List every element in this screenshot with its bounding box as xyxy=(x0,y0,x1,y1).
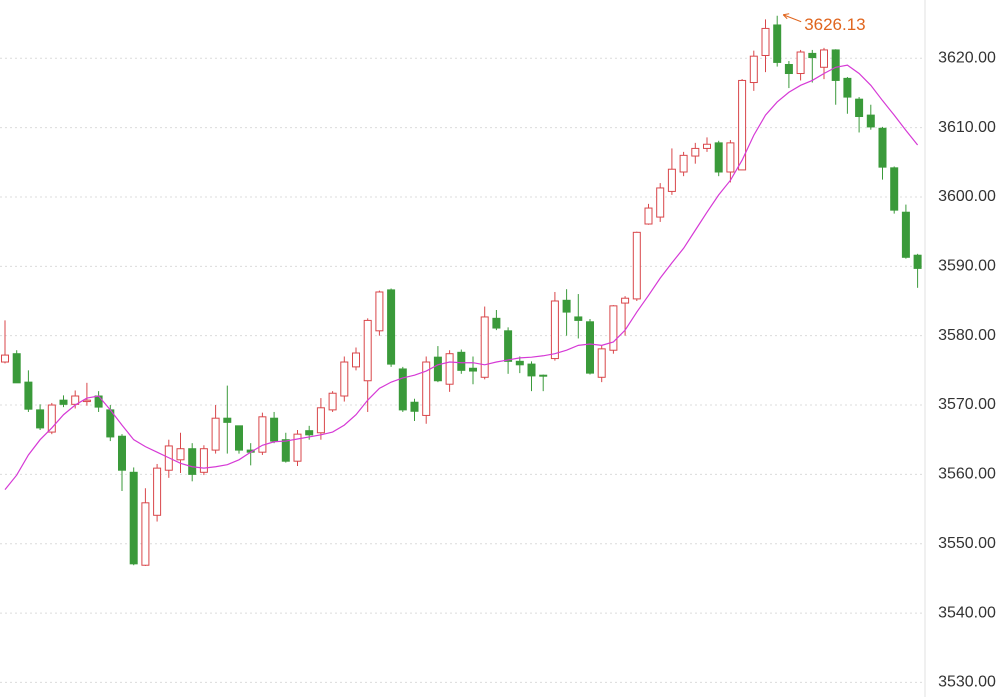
candle-body xyxy=(281,439,290,462)
candle-body xyxy=(211,417,220,451)
candle-body xyxy=(866,114,875,128)
candle-body xyxy=(188,448,197,475)
candle-body xyxy=(527,363,536,377)
candle-body xyxy=(703,143,711,149)
candle-body xyxy=(878,127,887,168)
y-tick-label: 3560.00 xyxy=(938,466,996,483)
candle-body xyxy=(270,417,279,442)
candle-body xyxy=(644,207,653,225)
candle-body xyxy=(153,467,162,516)
candle-body xyxy=(726,142,735,173)
candle-body xyxy=(890,167,899,211)
candle-body xyxy=(59,399,68,405)
candle-body xyxy=(913,254,922,269)
annotation: 3626.13 xyxy=(804,15,865,34)
candle-body xyxy=(597,348,606,378)
candle-body xyxy=(422,361,431,416)
candle-body xyxy=(843,77,852,98)
candle-body xyxy=(574,316,583,321)
candle-body xyxy=(129,471,138,565)
y-tick-label: 3550.00 xyxy=(938,535,996,552)
candle-body xyxy=(82,399,91,403)
candle-body xyxy=(773,24,782,63)
candle-body xyxy=(293,433,302,462)
candle-body xyxy=(714,142,723,173)
y-tick-label: 3600.00 xyxy=(938,188,996,205)
candle-body xyxy=(352,352,360,368)
candle-body xyxy=(1,354,9,363)
candle-body xyxy=(820,49,828,68)
candle-body xyxy=(749,55,758,84)
candle-body xyxy=(387,289,396,365)
y-tick-label: 3590.00 xyxy=(938,258,996,275)
candle-body xyxy=(679,154,688,173)
candle-body xyxy=(667,168,676,192)
candle-body xyxy=(562,299,571,313)
candle-body xyxy=(363,319,372,382)
candle-body xyxy=(855,98,864,118)
candle-body xyxy=(223,417,232,423)
candle-body xyxy=(328,392,337,411)
candle-body xyxy=(235,425,243,451)
candle-body xyxy=(784,63,793,75)
candle-body xyxy=(621,297,630,304)
candle-body xyxy=(375,291,384,332)
candle-body xyxy=(656,187,665,218)
candle-body xyxy=(901,211,910,258)
candle-body xyxy=(118,435,126,471)
candle-body xyxy=(515,360,524,366)
candle-body xyxy=(94,395,103,408)
candle-body xyxy=(808,52,817,59)
candle-body xyxy=(691,147,700,157)
candle-body xyxy=(761,27,770,56)
candle-body xyxy=(609,305,618,351)
annotation-arrow xyxy=(783,14,802,23)
candle-body xyxy=(469,367,477,372)
candle-body xyxy=(176,448,185,461)
candle-body xyxy=(36,409,45,429)
candle-body xyxy=(586,321,594,374)
moving-average xyxy=(4,64,919,491)
candle-body xyxy=(410,401,419,412)
candle-body xyxy=(480,316,489,378)
candle-body xyxy=(492,317,501,329)
candle-body xyxy=(738,79,747,171)
candle-body xyxy=(433,356,442,382)
candle-body xyxy=(340,361,349,397)
candle-body xyxy=(12,353,21,384)
candle-body xyxy=(47,404,56,433)
candle-body xyxy=(632,231,641,300)
candle-body xyxy=(831,49,840,81)
candle-body xyxy=(258,416,267,453)
y-tick-label: 3540.00 xyxy=(938,604,996,621)
candle-body xyxy=(445,353,454,385)
y-tick-label: 3530.00 xyxy=(938,674,996,691)
candle-body xyxy=(24,381,33,410)
annotation-arrowhead xyxy=(782,13,790,20)
candle-body xyxy=(539,374,548,377)
candle-body xyxy=(316,407,325,434)
candle-body xyxy=(305,430,314,436)
candle-body xyxy=(398,368,407,411)
y-tick-label: 3620.00 xyxy=(938,49,996,66)
candle-body xyxy=(504,330,513,362)
y-tick-label: 3570.00 xyxy=(938,396,996,413)
candle-body xyxy=(141,502,150,566)
y-tick-label: 3580.00 xyxy=(938,327,996,344)
candle-body xyxy=(199,448,208,473)
y-tick-label: 3610.00 xyxy=(938,119,996,136)
candle-body xyxy=(796,51,805,75)
candle-body xyxy=(457,351,466,371)
candle-body xyxy=(550,300,559,360)
